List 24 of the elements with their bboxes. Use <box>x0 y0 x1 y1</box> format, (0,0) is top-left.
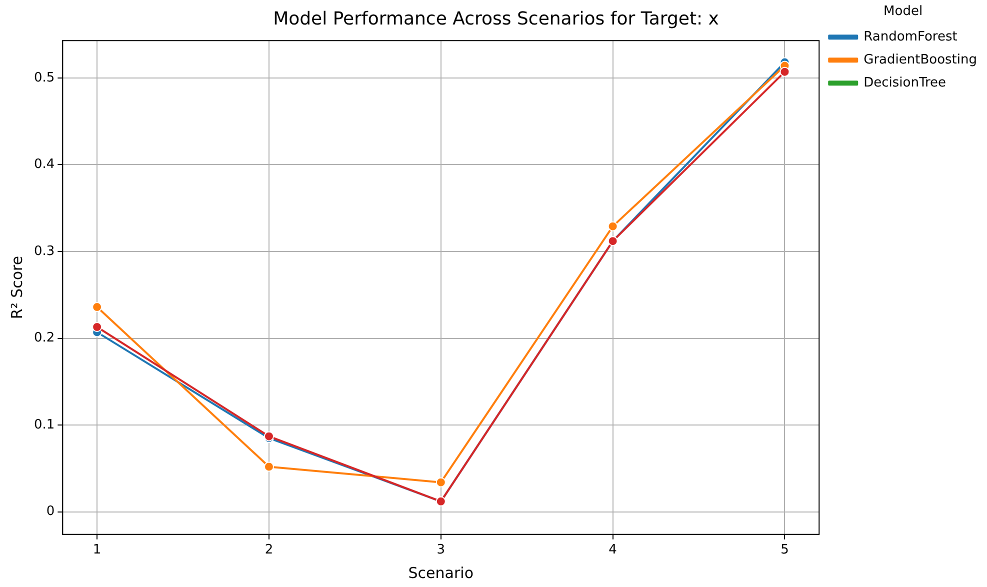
legend-label: GradientBoosting <box>864 52 978 68</box>
legend-label: RandomForest <box>864 29 958 44</box>
y-tick-label: 0.5 <box>34 70 55 86</box>
x-tick-label: 5 <box>780 542 789 558</box>
chart-title: Model Performance Across Scenarios for Target: x <box>273 8 720 30</box>
legend-label: DecisionTree <box>864 75 946 90</box>
y-tick-label: 0.2 <box>34 330 55 346</box>
point <box>608 221 618 232</box>
x-tick-label: 1 <box>92 542 102 558</box>
point <box>92 302 102 312</box>
y-axis-title: R² Score <box>8 256 26 320</box>
y-tick-label: 0.4 <box>34 157 55 172</box>
x-tick-label: 2 <box>264 542 274 558</box>
y-tick-label: 0.3 <box>34 244 55 259</box>
y-tick-label: 0 <box>46 504 55 520</box>
point <box>92 322 102 332</box>
x-axis-title: Scenario <box>408 564 474 582</box>
x-tick-label: 3 <box>436 542 446 558</box>
point <box>436 477 446 488</box>
y-tick-label: 0.1 <box>34 417 55 432</box>
x-tick-label: 4 <box>608 542 617 558</box>
legend-title: Model <box>884 4 923 19</box>
point <box>264 462 274 472</box>
point <box>780 66 790 77</box>
